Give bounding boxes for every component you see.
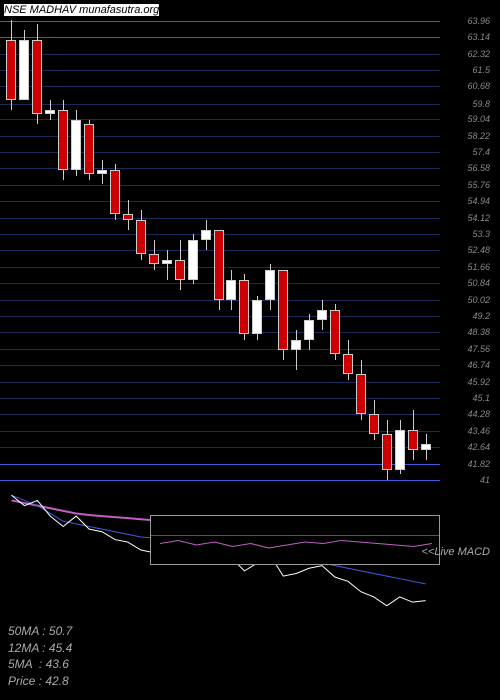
candle-body — [45, 110, 55, 114]
candle-body — [149, 254, 159, 264]
macd-label: <<Live MACD — [422, 546, 490, 558]
y-tick-label: 52.48 — [467, 245, 490, 255]
candle-body — [304, 320, 314, 340]
y-tick-label: 44.28 — [467, 409, 490, 419]
candle-body — [58, 110, 68, 170]
candle-body — [343, 354, 353, 374]
candle-body — [71, 120, 81, 170]
candle-body — [175, 260, 185, 280]
stat-row: 5MA : 43.6 — [8, 656, 72, 673]
y-tick-label: 47.56 — [467, 344, 490, 354]
y-tick-label: 41 — [480, 475, 490, 485]
macd-panel — [150, 515, 440, 565]
y-tick-label: 48.38 — [467, 327, 490, 337]
y-tick-label: 59.8 — [472, 99, 490, 109]
y-tick-label: 55.76 — [467, 180, 490, 190]
candle-body — [123, 214, 133, 220]
y-tick-label: 54.12 — [467, 213, 490, 223]
y-tick-label: 56.58 — [467, 163, 490, 173]
candle-body — [201, 230, 211, 240]
gridline — [0, 185, 440, 186]
y-tick-label: 60.68 — [467, 81, 490, 91]
y-tick-label: 50.02 — [467, 295, 490, 305]
gridline — [0, 464, 440, 465]
candlestick-chart — [0, 20, 440, 480]
y-tick-label: 58.22 — [467, 131, 490, 141]
macd-line — [160, 541, 432, 549]
y-tick-label: 50.84 — [467, 278, 490, 288]
candle-body — [84, 124, 94, 174]
chart-title: NSE MADHAV munafasutra.org — [4, 4, 159, 16]
gridline — [0, 54, 440, 55]
gridline — [0, 37, 440, 38]
gridline — [0, 218, 440, 219]
macd-chart — [151, 516, 441, 566]
candle-wick — [296, 330, 297, 370]
stat-row: Price : 42.8 — [8, 673, 72, 690]
y-tick-label: 63.96 — [467, 16, 490, 26]
candle-body — [408, 430, 418, 450]
y-tick-label: 42.64 — [467, 442, 490, 452]
candle-body — [330, 310, 340, 354]
gridline — [0, 86, 440, 87]
candle-body — [382, 434, 392, 470]
y-tick-label: 45.1 — [472, 393, 490, 403]
candle-body — [291, 340, 301, 350]
candle-body — [278, 270, 288, 350]
y-tick-label: 46.74 — [467, 360, 490, 370]
gridline — [0, 21, 440, 22]
y-tick-label: 53.3 — [472, 229, 490, 239]
candle-body — [136, 220, 146, 254]
candle-body — [162, 260, 172, 264]
candle-body — [317, 310, 327, 320]
gridline — [0, 365, 440, 366]
candle-body — [19, 40, 29, 100]
candle-body — [239, 280, 249, 334]
y-tick-label: 45.92 — [467, 377, 490, 387]
gridline — [0, 447, 440, 448]
stats-block: 50MA : 50.712MA : 45.45MA : 43.6Price : … — [8, 623, 72, 690]
gridline — [0, 382, 440, 383]
candle-body — [110, 170, 120, 214]
stat-row: 50MA : 50.7 — [8, 623, 72, 640]
gridline — [0, 480, 440, 481]
gridline — [0, 332, 440, 333]
candle-body — [6, 40, 16, 100]
candle-body — [356, 374, 366, 414]
gridline — [0, 104, 440, 105]
candle-body — [265, 270, 275, 300]
candle-body — [188, 240, 198, 280]
y-tick-label: 57.4 — [472, 147, 490, 157]
candle-body — [421, 444, 431, 450]
candle-body — [32, 40, 42, 114]
y-tick-label: 51.66 — [467, 262, 490, 272]
candle-body — [369, 414, 379, 434]
gridline — [0, 316, 440, 317]
gridline — [0, 398, 440, 399]
y-tick-label: 62.32 — [467, 49, 490, 59]
gridline — [0, 201, 440, 202]
candle-body — [395, 430, 405, 470]
y-tick-label: 63.14 — [467, 32, 490, 42]
y-tick-label: 49.2 — [472, 311, 490, 321]
y-tick-label: 41.82 — [467, 459, 490, 469]
gridline — [0, 349, 440, 350]
y-axis: 63.9663.1462.3261.560.6859.859.0458.2257… — [440, 20, 500, 480]
candle-body — [214, 230, 224, 300]
y-tick-label: 43.46 — [467, 426, 490, 436]
candle-wick — [167, 250, 168, 280]
macd-zero-line — [151, 535, 439, 536]
indicator-panel: <<Live MACD — [0, 490, 500, 610]
y-tick-label: 61.5 — [472, 65, 490, 75]
stat-row: 12MA : 45.4 — [8, 640, 72, 657]
gridline — [0, 70, 440, 71]
y-tick-label: 54.94 — [467, 196, 490, 206]
candle-body — [226, 280, 236, 300]
candle-body — [252, 300, 262, 334]
candle-body — [97, 170, 107, 174]
y-tick-label: 59.04 — [467, 114, 490, 124]
